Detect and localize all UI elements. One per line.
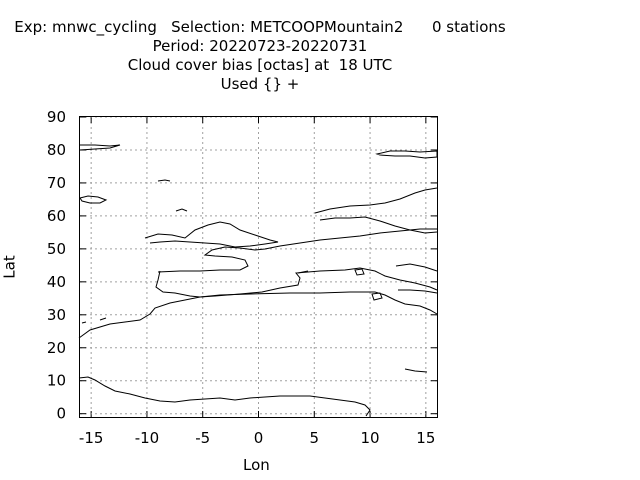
y-tick-label: 60 <box>47 207 66 225</box>
coastline-madeira <box>99 317 107 321</box>
plot-frame <box>79 116 438 418</box>
y-tick-label: 0 <box>56 405 66 423</box>
x-tick-label: 15 <box>416 429 435 447</box>
plot-title-used: Used {} + <box>220 75 300 93</box>
y-tick-label: 10 <box>47 372 66 390</box>
x-tick-label: 5 <box>310 429 320 447</box>
coastline-adriatic <box>398 289 438 294</box>
x-tick-label: -15 <box>79 429 104 447</box>
y-tick-label: 50 <box>47 240 66 258</box>
x-tick-label: -10 <box>135 429 160 447</box>
y-tick-label: 40 <box>47 273 66 291</box>
plot-title-experiment: Exp: mnwc_cycling Selection: METCOOPMoun… <box>14 18 506 36</box>
coastline-scandinavia <box>314 187 438 214</box>
coastline-baltic <box>319 216 438 234</box>
x-tick-label: 10 <box>361 429 380 447</box>
coastlines <box>78 144 438 417</box>
coastline-british-isles <box>144 221 279 248</box>
coastline-west-africa-south <box>78 376 371 417</box>
x-tick-label: 0 <box>254 429 264 447</box>
x-tick-label: -5 <box>195 429 210 447</box>
coastline-svalbard <box>79 144 121 151</box>
coastline-balearic <box>297 270 309 274</box>
coastline-canaries <box>81 321 87 324</box>
x-axis-label: Lon <box>243 456 270 474</box>
grid-lines <box>80 116 437 417</box>
coastline-iceland <box>79 195 108 204</box>
y-tick-label: 80 <box>47 141 66 159</box>
y-tick-label: 70 <box>47 174 66 192</box>
x-tick-labels: -15 -10 -5 0 5 10 15 <box>79 429 435 447</box>
coastline-jan-mayen <box>157 179 171 182</box>
coastline-france-uk <box>157 228 437 273</box>
coastline-iberia <box>155 267 438 298</box>
y-tick-labels: 0 10 20 30 40 50 60 70 80 90 <box>47 108 66 423</box>
y-tick-label: 20 <box>47 339 66 357</box>
coastline-arctic-islands <box>375 150 438 159</box>
y-tick-label: 90 <box>47 108 66 126</box>
coastline-sardinia <box>354 268 365 276</box>
coastline-west-islands <box>404 368 428 373</box>
y-tick-label: 30 <box>47 306 66 324</box>
coastline-sicily <box>371 292 383 301</box>
coastline-italy <box>395 263 438 272</box>
coastline-faroes <box>175 208 188 212</box>
y-axis-label: Lat <box>0 255 19 279</box>
plot-title-period: Period: 20220723-20220731 <box>152 37 368 55</box>
plot-title-variable: Cloud cover bias [octas] at 18 UTC <box>127 56 393 74</box>
